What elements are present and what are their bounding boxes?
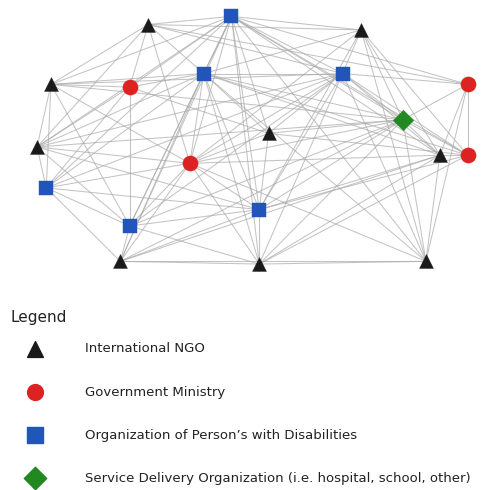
- Point: [357, 26, 365, 34]
- Text: Service Delivery Organization (i.e. hospital, school, other): Service Delivery Organization (i.e. hosp…: [85, 472, 470, 485]
- Text: Government Ministry: Government Ministry: [85, 386, 225, 398]
- Point: [42, 184, 50, 192]
- Text: International NGO: International NGO: [85, 343, 205, 355]
- Point: [422, 257, 430, 265]
- Text: Legend: Legend: [10, 310, 66, 325]
- Point: [31, 431, 39, 439]
- Point: [464, 151, 471, 159]
- Point: [264, 129, 272, 137]
- Point: [436, 151, 444, 159]
- Text: Organization of Person’s with Disabilities: Organization of Person’s with Disabiliti…: [85, 429, 357, 441]
- Point: [31, 345, 39, 353]
- Point: [256, 206, 264, 214]
- Point: [256, 260, 264, 268]
- Point: [464, 80, 471, 88]
- Point: [47, 80, 55, 88]
- Point: [399, 116, 407, 123]
- Point: [186, 159, 194, 167]
- Point: [126, 83, 134, 91]
- Point: [31, 474, 39, 482]
- Point: [338, 70, 346, 77]
- Point: [228, 12, 235, 20]
- Point: [126, 222, 134, 230]
- Point: [116, 257, 124, 265]
- Point: [144, 21, 152, 28]
- Point: [200, 70, 207, 77]
- Point: [33, 143, 41, 151]
- Point: [31, 388, 39, 396]
